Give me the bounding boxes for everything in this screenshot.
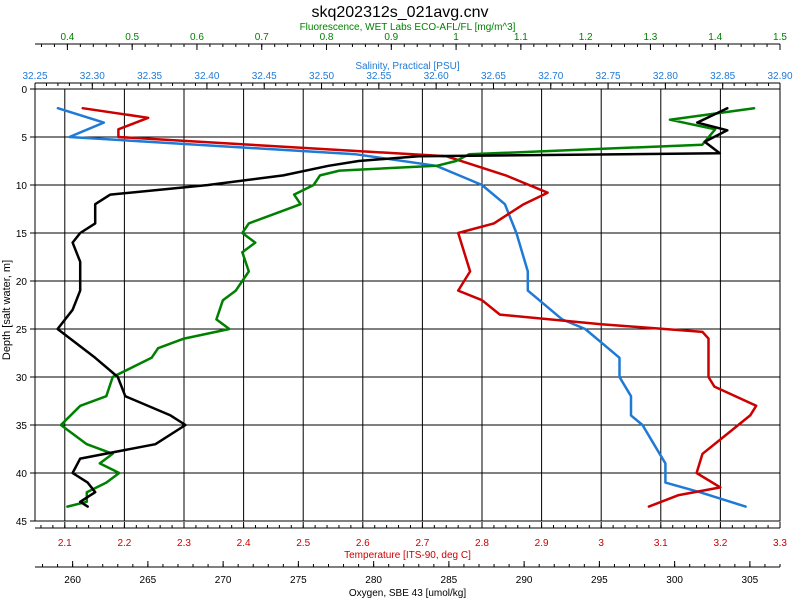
oxygen-tick-label: 290 xyxy=(516,575,533,586)
oxygen-tick-label: 300 xyxy=(666,575,683,586)
temperature-tick-label: 3.2 xyxy=(713,538,727,549)
depth-tick-label: 30 xyxy=(16,373,28,384)
temperature-tick-label: 2.3 xyxy=(177,538,191,549)
depth-tick-label: 10 xyxy=(16,181,28,192)
fluorescence-tick-label: 1.3 xyxy=(643,32,657,43)
temperature-tick-label: 2.6 xyxy=(356,538,370,549)
salinity-tick-label: 32.85 xyxy=(710,71,735,82)
oxygen-tick-label: 305 xyxy=(742,575,759,586)
oxygen-tick-label: 285 xyxy=(441,575,458,586)
fluorescence-tick-label: 1.4 xyxy=(708,32,722,43)
grid xyxy=(35,88,780,522)
fluorescence-tick-label: 1 xyxy=(453,32,459,43)
temperature-tick-label: 2.2 xyxy=(117,538,131,549)
depth-tick-label: 15 xyxy=(16,229,28,240)
oxygen-tick-label: 280 xyxy=(365,575,382,586)
oxygen-tick-label: 295 xyxy=(591,575,608,586)
y-axis-label: Depth [salt water, m] xyxy=(1,260,13,360)
series-lines xyxy=(56,106,758,508)
salinity-tick-label: 32.30 xyxy=(80,71,105,82)
salinity-tick-label: 32.70 xyxy=(538,71,563,82)
depth-tick-label: 40 xyxy=(16,469,28,480)
temperature-tick-label: 2.9 xyxy=(535,538,549,549)
temperature-tick-label: 3.3 xyxy=(773,538,787,549)
salinity-tick-label: 32.50 xyxy=(309,71,334,82)
depth-tick-label: 25 xyxy=(16,325,28,336)
fluorescence-tick-label: 0.6 xyxy=(190,32,204,43)
salinity-tick-label: 32.65 xyxy=(481,71,506,82)
temperature-series-line xyxy=(81,106,758,508)
oxygen-axis-label: Oxygen, SBE 43 [umol/kg] xyxy=(349,588,467,599)
fluorescence-tick-label: 0.9 xyxy=(384,32,398,43)
salinity-tick-label: 32.80 xyxy=(653,71,678,82)
fluorescence-tick-label: 1.5 xyxy=(773,32,787,43)
salinity-tick-label: 32.40 xyxy=(194,71,219,82)
fluorescence-tick-label: 0.4 xyxy=(60,32,74,43)
fluorescence-tick-label: 0.5 xyxy=(125,32,139,43)
fluorescence-tick-label: 0.8 xyxy=(320,32,334,43)
oxygen-tick-label: 260 xyxy=(64,575,81,586)
salinity-tick-label: 32.90 xyxy=(767,71,792,82)
salinity-tick-label: 32.25 xyxy=(22,71,47,82)
fluorescence-tick-label: 1.1 xyxy=(514,32,528,43)
fluorescence-tick-label: 1.2 xyxy=(579,32,593,43)
fluorescence-axis-label: Fluorescence, WET Labs ECO-AFL/FL [mg/m^… xyxy=(300,22,516,33)
oxygen-tick-label: 275 xyxy=(290,575,307,586)
temperature-tick-label: 2.4 xyxy=(237,538,251,549)
depth-tick-label: 0 xyxy=(21,85,27,96)
chart-title: skq202312s_021avg.cnv xyxy=(311,4,488,21)
plot-frame xyxy=(34,88,781,522)
fluorescence-tick-label: 0.7 xyxy=(255,32,269,43)
oxygen-tick-label: 270 xyxy=(215,575,232,586)
temperature-tick-label: 2.1 xyxy=(58,538,72,549)
salinity-tick-label: 32.75 xyxy=(596,71,621,82)
temperature-tick-label: 3.1 xyxy=(654,538,668,549)
temperature-tick-label: 2.8 xyxy=(475,538,489,549)
depth-tick-label: 5 xyxy=(21,133,27,144)
temperature-tick-label: 2.5 xyxy=(296,538,310,549)
salinity-tick-label: 32.55 xyxy=(366,71,391,82)
salinity-axis-label: Salinity, Practical [PSU] xyxy=(355,61,460,72)
oxygen-tick-label: 265 xyxy=(140,575,157,586)
fluorescence-series-line xyxy=(59,106,756,508)
salinity-tick-label: 32.35 xyxy=(137,71,162,82)
temperature-axis-label: Temperature [ITS-90, deg C] xyxy=(344,550,471,561)
salinity-tick-label: 32.60 xyxy=(424,71,449,82)
axes: 0 5 10 15 20 25 30 35 40 45 0.4 0.5 0.6 0.7 0.8 0.9 1 1.1… xyxy=(16,22,793,599)
depth-tick-label: 20 xyxy=(16,277,28,288)
depth-tick-label: 35 xyxy=(16,421,28,432)
depth-tick-label: 45 xyxy=(16,517,28,528)
temperature-tick-label: 3 xyxy=(598,538,604,549)
temperature-tick-label: 2.7 xyxy=(415,538,429,549)
oxygen-series-line xyxy=(56,106,729,508)
salinity-tick-label: 32.45 xyxy=(252,71,277,82)
